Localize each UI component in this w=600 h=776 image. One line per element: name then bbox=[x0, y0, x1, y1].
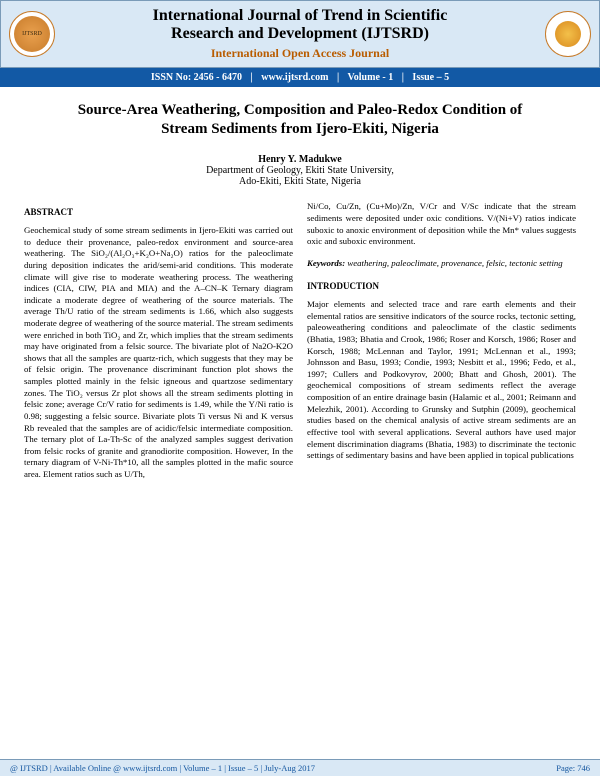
keywords-line: Keywords: weathering, paleoclimate, prov… bbox=[307, 258, 576, 270]
sep: | bbox=[251, 72, 253, 83]
issn-text: ISSN No: 2456 - 6470 bbox=[151, 72, 242, 83]
abstract-heading: ABSTRACT bbox=[24, 207, 293, 219]
sep: | bbox=[337, 72, 339, 83]
author-name: Henry Y. Madukwe bbox=[20, 154, 580, 165]
keywords-text: weathering, paleoclimate, provenance, fe… bbox=[345, 258, 563, 268]
logo-left-inner: IJTSRD bbox=[14, 16, 50, 52]
author-affil2: Ado-Ekiti, Ekiti State, Nigeria bbox=[20, 176, 580, 187]
right-column: Ni/Co, Cu/Zn, (Cu+Mo)/Zn, V/Cr and V/Sc … bbox=[307, 201, 576, 480]
intro-body: Major elements and selected trace and ra… bbox=[307, 299, 576, 462]
content-columns: ABSTRACT Geochemical study of some strea… bbox=[0, 197, 600, 480]
left-column: ABSTRACT Geochemical study of some strea… bbox=[24, 201, 293, 480]
sun-icon bbox=[555, 21, 581, 47]
logo-right-inner bbox=[550, 16, 586, 52]
journal-name-line1: International Journal of Trend in Scient… bbox=[61, 7, 539, 25]
site-text: www.ijtsrd.com bbox=[261, 72, 328, 83]
logo-right bbox=[545, 11, 591, 57]
header-row: IJTSRD International Journal of Trend in… bbox=[9, 7, 591, 61]
logo-left: IJTSRD bbox=[9, 11, 55, 57]
footer-bar: @ IJTSRD | Available Online @ www.ijtsrd… bbox=[0, 759, 600, 776]
journal-subtitle: International Open Access Journal bbox=[61, 46, 539, 61]
sep: | bbox=[402, 72, 404, 83]
abstract-body: Geochemical study of some stream sedimen… bbox=[24, 225, 293, 480]
author-affil1: Department of Geology, Ekiti State Unive… bbox=[20, 165, 580, 176]
header-center: International Journal of Trend in Scient… bbox=[55, 7, 545, 61]
keywords-label: Keywords: bbox=[307, 258, 345, 268]
vol-text: Volume - 1 bbox=[347, 72, 393, 83]
paper-title-line2: Stream Sediments from Ijero-Ekiti, Niger… bbox=[20, 120, 580, 139]
footer-left: @ IJTSRD | Available Online @ www.ijtsrd… bbox=[10, 763, 315, 773]
journal-name-line2: Research and Development (IJTSRD) bbox=[61, 25, 539, 43]
footer-right: Page: 746 bbox=[556, 763, 590, 773]
paper-title-line1: Source-Area Weathering, Composition and … bbox=[20, 101, 580, 120]
issue-text: Issue – 5 bbox=[412, 72, 449, 83]
right-continuation: Ni/Co, Cu/Zn, (Cu+Mo)/Zn, V/Cr and V/Sc … bbox=[307, 201, 576, 247]
issn-bar: ISSN No: 2456 - 6470 | www.ijtsrd.com | … bbox=[0, 68, 600, 87]
journal-header: IJTSRD International Journal of Trend in… bbox=[0, 0, 600, 68]
author-block: Henry Y. Madukwe Department of Geology, … bbox=[0, 144, 600, 197]
intro-heading: INTRODUCTION bbox=[307, 281, 576, 293]
paper-title-block: Source-Area Weathering, Composition and … bbox=[0, 87, 600, 145]
